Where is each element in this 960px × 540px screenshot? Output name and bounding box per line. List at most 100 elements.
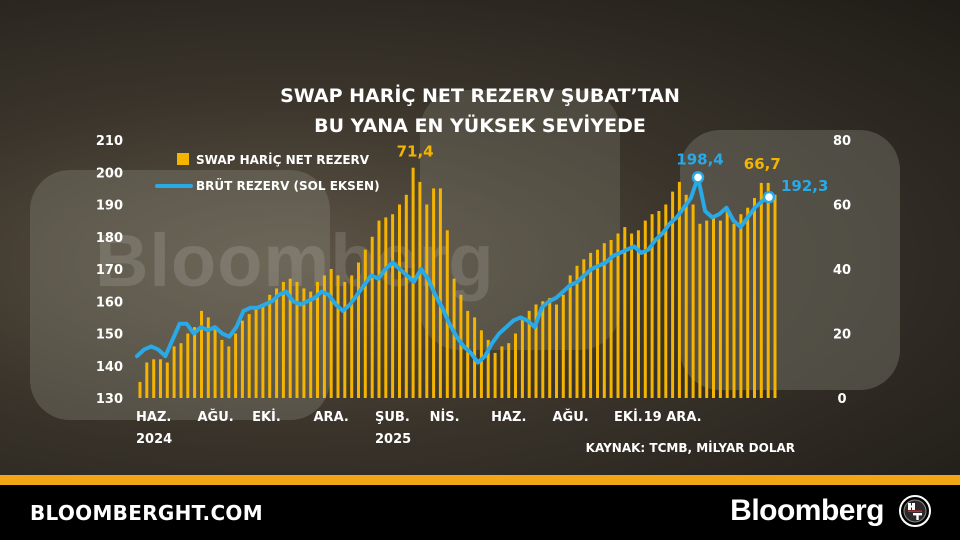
x-axis-tick-label: 19 ARA. xyxy=(644,410,702,425)
net-reserve-bar xyxy=(227,346,231,398)
net-reserve-bar xyxy=(357,262,360,398)
value-annotation: 192,3 xyxy=(781,177,828,195)
net-reserve-bar xyxy=(753,198,756,398)
net-reserve-bar xyxy=(609,240,613,398)
net-reserve-bar xyxy=(329,269,333,398)
net-reserve-bar xyxy=(377,220,381,398)
net-reserve-bar xyxy=(541,301,545,399)
net-reserve-bar xyxy=(159,359,162,398)
right-axis-tick-label: 20 xyxy=(833,328,851,343)
net-reserve-bar xyxy=(145,362,149,398)
net-reserve-bar xyxy=(616,233,620,398)
net-reserve-bar xyxy=(657,211,661,398)
gross-reserve-line xyxy=(135,175,771,365)
net-reserve-bar xyxy=(766,182,770,398)
right-axis-tick-label: 60 xyxy=(833,199,851,214)
x-axis-tick-label: EKİ. xyxy=(252,409,281,425)
x-axis-year-label: 2025 xyxy=(375,432,411,447)
net-reserve-bar xyxy=(630,233,634,398)
line-point-marker xyxy=(762,190,776,204)
left-axis: 130 140 150 160 170 180 190 200 210 xyxy=(96,134,123,407)
net-reserve-bar xyxy=(234,333,238,398)
net-reserve-bar xyxy=(466,310,470,398)
x-axis-tick-label: NİS. xyxy=(430,409,460,425)
net-reserve-bar xyxy=(568,275,572,398)
net-reserve-bar xyxy=(370,236,374,399)
net-reserve-bar xyxy=(438,188,442,398)
net-reserve-bar xyxy=(561,294,565,398)
net-reserve-bar xyxy=(247,314,251,398)
net-reserve-bar xyxy=(240,320,244,398)
net-reserve-bar xyxy=(746,207,750,398)
net-reserve-bar xyxy=(664,204,668,398)
net-reserve-bar xyxy=(200,310,203,398)
chart-title-line1: SWAP HARİÇ NET REZERV ŞUBAT’TAN xyxy=(280,83,680,107)
net-reserve-bar xyxy=(165,362,169,398)
net-reserve-bar xyxy=(172,346,176,398)
net-reserve-bar xyxy=(500,346,504,398)
net-reserve-bar xyxy=(288,278,292,398)
net-reserve-bar xyxy=(186,333,190,398)
net-reserve-bar xyxy=(302,288,306,398)
footer-site-url[interactable]: BLOOMBERGHT.COM xyxy=(30,501,263,525)
left-axis-tick-label: 130 xyxy=(96,392,123,407)
footer-bar: BLOOMBERGHT.COM Bloomberg xyxy=(0,485,960,540)
net-reserve-bar xyxy=(759,182,763,398)
net-reserve-bar xyxy=(479,330,483,398)
net-reserve-bar xyxy=(684,194,688,398)
left-axis-tick-label: 210 xyxy=(96,134,123,149)
value-annotation: 198,4 xyxy=(676,150,723,168)
x-axis-tick-label: ARA. xyxy=(314,410,349,425)
net-reserve-bar xyxy=(691,204,695,398)
x-axis-tick-label: AĞU. xyxy=(198,409,234,425)
net-reserve-bar xyxy=(384,217,388,398)
left-axis-tick-label: 140 xyxy=(96,360,123,375)
right-axis: 0 20 40 60 80 xyxy=(833,134,851,407)
net-reserve-bar xyxy=(773,194,777,398)
net-reserve-bar xyxy=(596,249,599,398)
left-axis-tick-label: 160 xyxy=(96,295,123,310)
x-axis-tick-label: HAZ. xyxy=(491,410,526,425)
net-reserve-bar xyxy=(275,288,279,398)
net-reserve-bar xyxy=(548,298,552,398)
line-markers xyxy=(691,171,776,204)
left-axis-tick-label: 170 xyxy=(96,263,123,278)
net-reserve-bar xyxy=(739,214,743,398)
legend-line-label: BRÜT REZERV (SOL EKSEN) xyxy=(196,178,380,193)
net-reserve-bar xyxy=(718,220,722,398)
left-axis-tick-label: 180 xyxy=(96,231,123,246)
net-reserve-bar xyxy=(179,343,183,398)
x-axis: HAZ. 2024 AĞU. EKİ. ARA. ŞUB. 2025 NİS. HAZ. AĞU.… xyxy=(136,409,702,447)
x-axis-tick-label: AĞU. xyxy=(553,409,589,425)
net-reserve-bar xyxy=(643,220,647,398)
net-reserve-bar xyxy=(520,317,524,398)
net-reserve-bar xyxy=(391,214,395,398)
x-axis-tick-label: EKİ. xyxy=(614,409,643,425)
net-reserve-bar xyxy=(725,211,729,398)
left-axis-tick-label: 190 xyxy=(96,199,123,214)
net-reserve-bar xyxy=(677,181,681,398)
value-annotation: 71,4 xyxy=(397,143,434,161)
net-reserve-bar xyxy=(698,223,702,398)
net-reserve-bar xyxy=(281,281,285,398)
net-reserve-bar xyxy=(671,191,675,398)
net-reserve-bar xyxy=(527,310,531,398)
net-reserve-bar xyxy=(602,243,606,398)
net-reserve-bar xyxy=(193,327,197,398)
net-reserve-bar xyxy=(459,294,463,398)
net-reserve-bar xyxy=(336,275,340,398)
net-reserve-bar xyxy=(732,223,736,398)
net-reserve-bar xyxy=(555,304,558,398)
legend-bar-swatch xyxy=(177,153,189,165)
legend: SWAP HARİÇ NET REZERV BRÜT REZERV (SOL E… xyxy=(155,152,380,193)
net-reserve-bar xyxy=(712,217,715,398)
net-reserve-bar xyxy=(575,265,579,398)
net-reserve-bar xyxy=(322,275,326,398)
net-reserve-bar xyxy=(398,204,401,398)
chart-title-line2: BU YANA EN YÜKSEK SEVİYEDE xyxy=(314,113,646,137)
net-reserve-bar xyxy=(507,343,511,398)
net-reserve-bar xyxy=(452,278,456,398)
footer-accent-stripe xyxy=(0,475,960,485)
net-reserve-bar xyxy=(705,220,709,398)
